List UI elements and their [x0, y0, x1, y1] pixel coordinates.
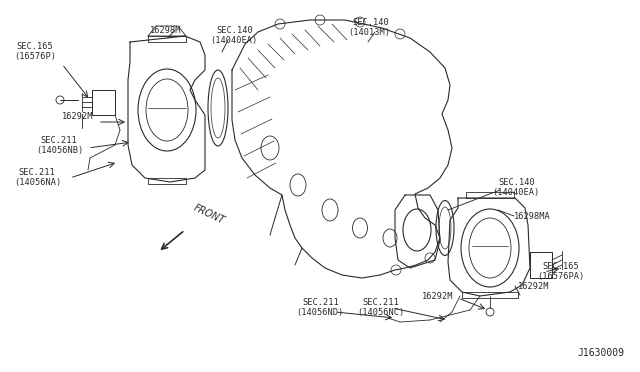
Text: (16576PA): (16576PA) [537, 272, 584, 281]
Text: SEC.140: SEC.140 [216, 26, 253, 35]
Text: 16292M: 16292M [518, 282, 550, 291]
Text: SEC.211: SEC.211 [40, 136, 77, 145]
Text: (14013M): (14013M) [348, 28, 390, 37]
Text: 16292M: 16292M [422, 292, 454, 301]
Text: (14040EA): (14040EA) [210, 36, 257, 45]
Circle shape [56, 96, 64, 104]
Text: SEC.211: SEC.211 [302, 298, 339, 307]
Text: (14056ND): (14056ND) [296, 308, 343, 317]
Text: SEC.140: SEC.140 [498, 178, 535, 187]
Text: SEC.165: SEC.165 [16, 42, 52, 51]
Text: FRONT: FRONT [192, 203, 227, 226]
Text: 16292M: 16292M [62, 112, 93, 121]
Text: J1630009: J1630009 [577, 348, 624, 358]
Text: (16576P): (16576P) [14, 52, 56, 61]
Circle shape [486, 308, 494, 316]
Text: (14056NA): (14056NA) [14, 178, 61, 187]
Text: (14056NB): (14056NB) [36, 146, 83, 155]
Text: 16298MA: 16298MA [514, 212, 551, 221]
Text: SEC.211: SEC.211 [18, 168, 55, 177]
Text: 16298M: 16298M [150, 26, 182, 35]
Text: SEC.165: SEC.165 [542, 262, 579, 271]
Text: SEC.140: SEC.140 [352, 18, 388, 27]
Text: (14056NC): (14056NC) [357, 308, 404, 317]
Text: SEC.211: SEC.211 [362, 298, 399, 307]
Text: (14040EA): (14040EA) [492, 188, 540, 197]
